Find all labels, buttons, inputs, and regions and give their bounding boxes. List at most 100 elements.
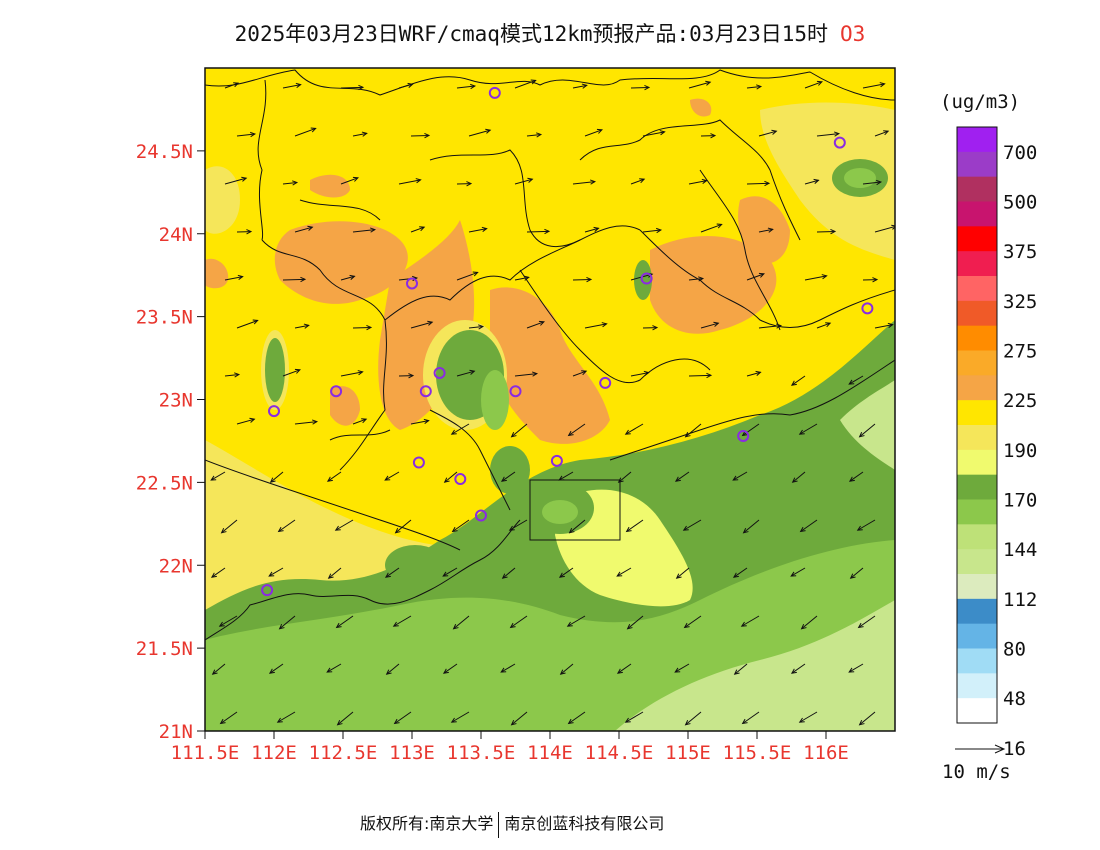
lat-tick-label: 24N xyxy=(159,224,193,246)
wind-arrow xyxy=(800,615,818,630)
wind-arrow xyxy=(790,567,806,577)
wind-arrow xyxy=(559,663,574,675)
wind-arrow xyxy=(335,615,354,629)
lat-tick-label: 21.5N xyxy=(136,638,193,660)
field-blobs-144 xyxy=(261,154,892,585)
colorbar-swatch xyxy=(957,648,997,674)
wind-arrow xyxy=(572,370,588,377)
wind-arrow xyxy=(456,271,479,281)
wind-arrow xyxy=(688,276,705,282)
wind-arrow xyxy=(758,227,774,233)
wind-arrow xyxy=(858,423,876,438)
station-marker xyxy=(550,454,563,467)
colorbar-swatch xyxy=(957,151,997,178)
colorbar-swatch xyxy=(957,623,997,649)
lat-tick-label: 23N xyxy=(159,390,193,412)
wind-arrow xyxy=(268,567,284,577)
wind-arrow xyxy=(874,322,894,329)
colorbar-label: 275 xyxy=(1003,341,1037,363)
wind-arrow xyxy=(510,423,528,438)
wind-arrow xyxy=(742,519,760,534)
colorbar-label: 325 xyxy=(1003,291,1037,313)
wind-arrow xyxy=(630,370,650,377)
wind-arrow xyxy=(220,519,238,534)
colorbar-swatch xyxy=(957,673,997,699)
colorbar-swatch xyxy=(957,598,997,625)
wind-arrow xyxy=(584,226,600,233)
wind-arrow xyxy=(816,322,832,329)
colorbar-label: 375 xyxy=(1003,241,1037,263)
colorbar-label: 112 xyxy=(1003,589,1037,611)
wind-arrow xyxy=(327,567,342,579)
station-marker xyxy=(412,456,425,469)
wind-arrow xyxy=(848,375,864,385)
wind-arrow xyxy=(804,178,820,185)
colorbar-swatch xyxy=(957,524,997,550)
wind-arrow xyxy=(567,423,586,437)
wind-arrow xyxy=(340,84,365,91)
wind-arrow xyxy=(514,371,539,377)
wind-arrow xyxy=(624,711,644,723)
wind-arrow xyxy=(398,373,415,379)
wind-arrow xyxy=(616,663,632,674)
colorbar-swatch xyxy=(957,201,997,227)
colorbar-label: 700 xyxy=(1003,142,1037,164)
wind-arrow xyxy=(617,471,632,483)
wind-arrow xyxy=(799,519,818,533)
wind-arrow xyxy=(456,181,473,187)
wind-arrow xyxy=(282,368,301,377)
lon-tick-label: 114.5E xyxy=(585,742,654,764)
wind-arrow xyxy=(798,423,818,435)
pollutant-label: O3 xyxy=(840,22,866,46)
wind-arrow xyxy=(688,178,708,185)
wind-arrow xyxy=(500,471,516,482)
colorbar-label: 225 xyxy=(1003,390,1037,412)
wind-arrow xyxy=(468,226,488,233)
wind-arrow xyxy=(385,663,400,675)
field-band-112-e xyxy=(840,380,895,470)
wind-arrow xyxy=(684,423,702,438)
colorbar-swatch xyxy=(957,425,997,451)
wind-arrow xyxy=(567,711,586,725)
wind-arrow xyxy=(675,567,690,579)
wind-arrow xyxy=(500,663,516,673)
colorbar-swatch xyxy=(957,474,997,500)
boundaries xyxy=(205,69,895,641)
station-marker xyxy=(419,385,432,398)
lat-tick-label: 23.5N xyxy=(136,307,193,329)
lon-tick-label: 115.5E xyxy=(723,742,792,764)
wind-arrow xyxy=(336,711,354,726)
wind-arrow xyxy=(642,325,659,331)
wind-arrow xyxy=(236,229,253,235)
wind-scale-label: 10 m/s xyxy=(942,761,1011,783)
wind-arrow xyxy=(224,82,240,89)
station-marker xyxy=(833,136,846,149)
wind-arrow xyxy=(294,225,314,233)
field-band-112 xyxy=(615,600,895,731)
station-marker xyxy=(861,302,874,315)
wind-arrow xyxy=(798,711,818,723)
wind-arrow xyxy=(269,471,284,483)
wind-arrow xyxy=(746,272,765,281)
wind-arrow xyxy=(758,323,783,329)
wind-arrow xyxy=(236,417,256,425)
wind-arrow xyxy=(862,179,883,186)
wind-arrow xyxy=(282,82,302,89)
wind-arrow xyxy=(410,418,430,425)
wind-arrow xyxy=(626,615,644,630)
wind-arrow xyxy=(684,711,702,726)
wind-arrow xyxy=(219,711,238,725)
wind-arrow xyxy=(509,615,528,629)
lon-tick-label: 113.5E xyxy=(447,742,516,764)
wind-arrow xyxy=(558,567,574,578)
wind-arrow xyxy=(443,471,458,483)
station-marker xyxy=(475,509,487,522)
wind-vectors xyxy=(210,79,895,726)
wind-arrow xyxy=(856,519,876,531)
wind-arrow xyxy=(642,227,663,234)
wind-arrow xyxy=(410,132,431,139)
wind-arrow xyxy=(352,324,373,331)
wind-arrow xyxy=(278,615,296,630)
colorbar-swatch xyxy=(957,127,997,153)
colorbar-label: 190 xyxy=(1003,440,1037,462)
